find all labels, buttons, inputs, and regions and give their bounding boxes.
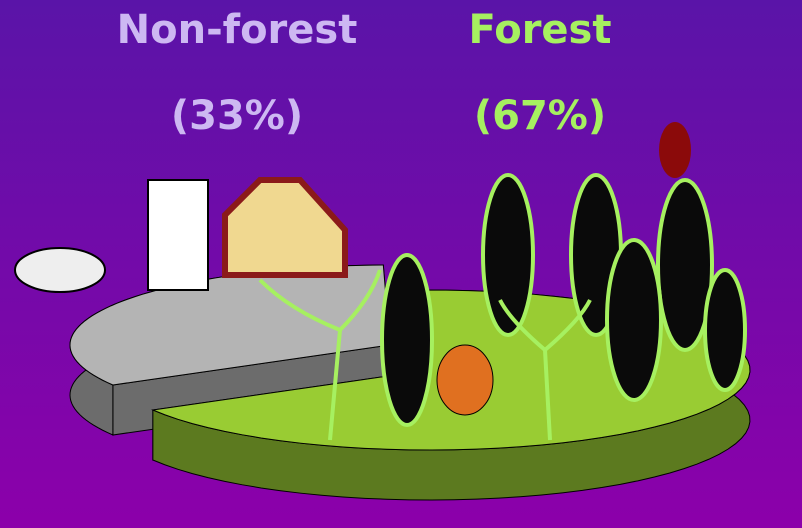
category-label: Forest (469, 7, 612, 53)
cow (15, 248, 105, 292)
house (225, 180, 345, 275)
value-label: (67%) (474, 93, 606, 139)
category-label: Non-forest (117, 7, 358, 53)
deer (437, 345, 493, 415)
chart: Non-forest Forest (33%) (67%) (0, 0, 802, 528)
building (148, 180, 208, 290)
value-label: (33%) (171, 93, 303, 139)
bird (659, 122, 691, 178)
slide: Non-forest Forest (33%) (67%) (0, 0, 802, 528)
